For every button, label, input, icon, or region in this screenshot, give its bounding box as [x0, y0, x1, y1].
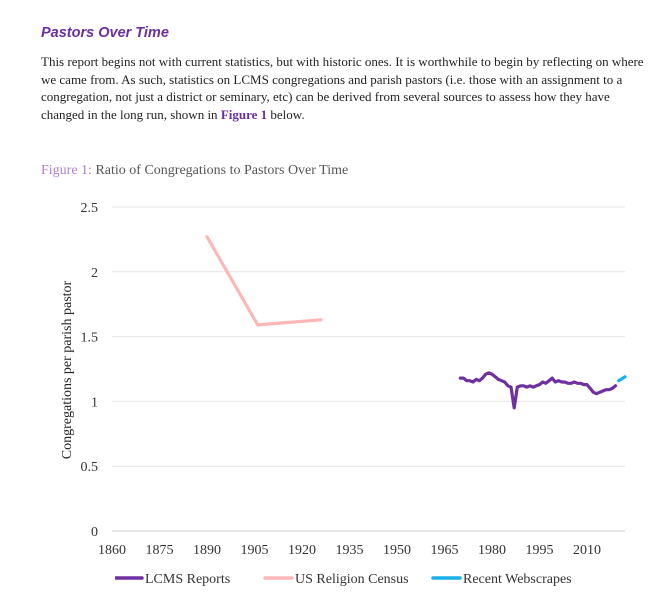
x-tick-label: 1935 — [336, 543, 364, 558]
y-tick-label: 2 — [91, 266, 98, 281]
figure-title: Ratio of Congregations to Pastors Over T… — [95, 163, 349, 178]
figure-reference-link[interactable]: Figure 1 — [220, 106, 268, 122]
y-axis-label: Congregations per parish pastor — [60, 280, 75, 459]
x-tick-label: 1950 — [383, 543, 411, 558]
section-heading: Pastors Over Time — [41, 25, 169, 41]
recent-webscrapes-line — [617, 375, 627, 383]
y-tick-label: 1.5 — [81, 331, 99, 346]
paragraph-text-after: below. — [267, 106, 305, 122]
x-tick-label: 1965 — [431, 543, 459, 558]
lcms-reports-line — [458, 371, 618, 410]
figure-number: Figure 1: — [41, 163, 92, 178]
x-tick-label: 1875 — [146, 543, 174, 558]
legend-label: US Religion Census — [295, 572, 409, 587]
y-tick-label: 0.5 — [81, 460, 99, 475]
y-tick-label: 2.5 — [81, 201, 99, 216]
intro-paragraph: This report begins not with current stat… — [41, 53, 656, 123]
x-tick-label: 1890 — [193, 543, 221, 558]
y-tick-label: 1 — [91, 395, 98, 410]
x-tick-label: 1905 — [241, 543, 269, 558]
x-tick-label: 1860 — [98, 543, 126, 558]
figure-caption: Figure 1: Ratio of Congregations to Past… — [41, 163, 348, 179]
us-religion-census-line — [205, 235, 323, 327]
x-tick-label: 1980 — [478, 543, 506, 558]
legend-label: LCMS Reports — [145, 572, 230, 587]
x-tick-label: 1920 — [288, 543, 316, 558]
x-tick-label: 2010 — [573, 543, 601, 558]
x-tick-label: 1995 — [526, 543, 554, 558]
paragraph-text-before: This report begins not with current stat… — [41, 54, 644, 122]
y-tick-label: 0 — [91, 525, 98, 540]
chart-legend: LCMS Reports US Religion Census Recent Web… — [115, 572, 572, 587]
legend-label: Recent Webscrapes — [463, 572, 572, 587]
